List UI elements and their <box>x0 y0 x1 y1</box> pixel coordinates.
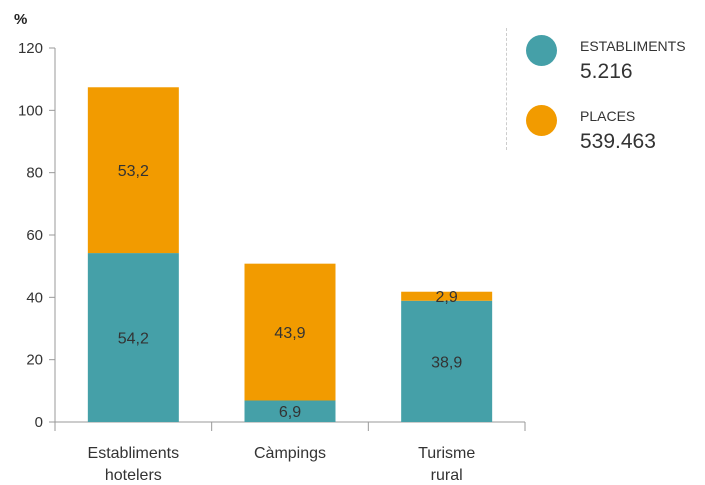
data-label-places-2: 2,9 <box>436 289 458 306</box>
legend-value-establiments: 5.216 <box>580 60 633 83</box>
y-tick-label: 20 <box>26 352 43 369</box>
y-tick-label: 0 <box>35 414 43 431</box>
x-category-label: Càmpings <box>254 445 326 462</box>
data-labels: 54,2 53,2 6,9 43,9 38,9 2,9 <box>118 163 463 421</box>
y-tick-label: 80 <box>26 165 43 182</box>
legend-separator <box>506 28 507 150</box>
legend-label-establiments: ESTABLIMENTS <box>580 38 686 54</box>
data-label-places-0: 53,2 <box>118 163 149 180</box>
x-category-label: rural <box>431 467 463 484</box>
legend-swatch-establiments <box>526 35 557 66</box>
axes: 0 20 40 60 80 100 120 Establiments hotelers Càmpi… <box>18 40 526 484</box>
y-tick-label: 60 <box>26 227 43 244</box>
legend-swatch-places <box>526 105 557 136</box>
bar-places-2 <box>401 291 493 301</box>
legend-value-places: 539.463 <box>580 130 656 153</box>
legend-label-places: PLACES <box>580 108 636 124</box>
x-category-label: hotelers <box>105 467 162 484</box>
y-tick-label: 40 <box>26 289 43 306</box>
data-label-establiments-2: 38,9 <box>431 354 462 371</box>
y-tick-label: 120 <box>18 40 43 57</box>
x-category-label: Turisme <box>418 445 475 462</box>
x-category-label: Establiments <box>88 445 180 462</box>
bars <box>87 87 493 422</box>
bar-places-1 <box>244 263 336 401</box>
bar-establiments-0 <box>87 253 179 422</box>
data-label-establiments-1: 6,9 <box>279 404 301 421</box>
data-label-establiments-0: 54,2 <box>118 331 149 348</box>
y-unit-label: % <box>14 11 27 28</box>
data-label-places-1: 43,9 <box>274 325 305 342</box>
bar-establiments-2 <box>401 300 493 422</box>
y-tick-label: 100 <box>18 102 43 119</box>
bar-establiments-1 <box>244 400 336 422</box>
bar-places-0 <box>87 87 179 254</box>
